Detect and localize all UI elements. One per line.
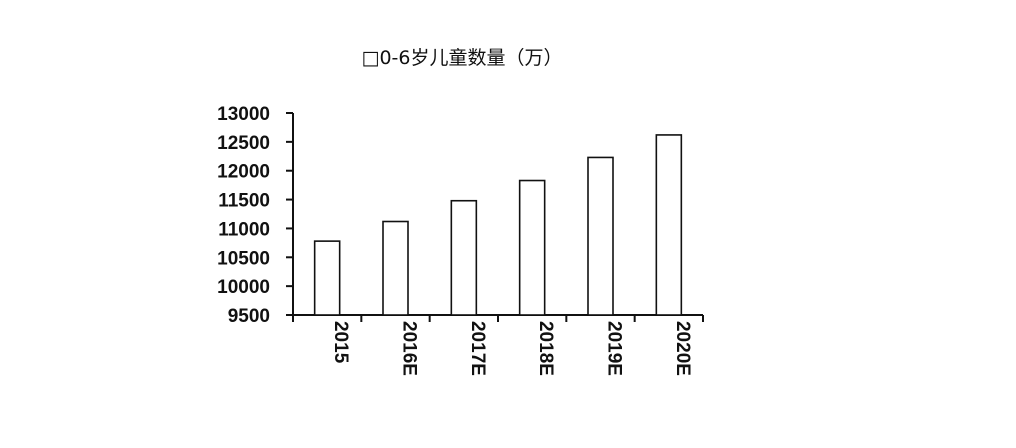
bar-2017E [450, 199, 478, 316]
bar-2020E [655, 134, 683, 316]
chart-title: □0-6岁儿童数量（万） [362, 47, 563, 69]
y-tick-label: 9500 [228, 306, 270, 327]
x-tick-label: 2020E [672, 321, 693, 376]
y-tick-label: 11000 [218, 219, 270, 240]
y-tick-label: 13000 [217, 104, 270, 125]
x-tick-label: 2019E [604, 321, 625, 376]
y-tick-label: 12000 [217, 162, 270, 183]
x-tick-label: 2017E [467, 321, 488, 376]
x-tick-label: 2018E [535, 321, 556, 376]
bar-2016E [382, 220, 409, 316]
bars [313, 134, 683, 316]
bar-2018E [518, 179, 546, 316]
bar-2019E [587, 156, 614, 316]
y-tick-label: 12500 [217, 133, 270, 154]
y-tick-label: 10500 [217, 248, 270, 269]
y-axis: 9500 10000 10500 11000 11500 12000 12500 13000 [217, 104, 294, 327]
bar-2015 [313, 240, 341, 316]
x-tick-label: 2016E [399, 321, 420, 376]
y-tick-label: 10000 [217, 277, 270, 298]
y-tick-label: 11500 [218, 191, 270, 212]
x-tick-label: 2015 [330, 321, 351, 364]
x-axis: 2015 2016E 2017E 2018E 2019E 2020E [292, 314, 704, 376]
